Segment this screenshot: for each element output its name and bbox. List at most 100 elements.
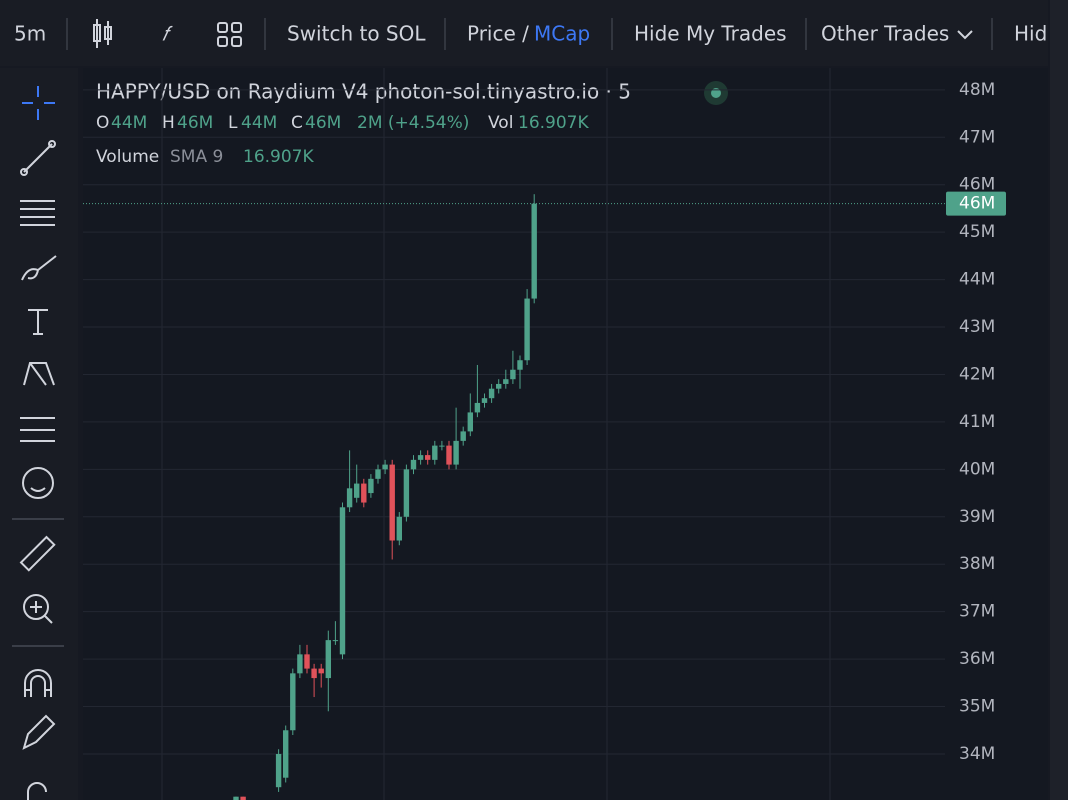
candle-body [439, 445, 445, 447]
candle-body [460, 431, 466, 441]
candle-body [403, 469, 410, 517]
candle-body [346, 488, 353, 508]
ohlc-value: 46M [177, 113, 213, 133]
chevron [957, 30, 973, 40]
chart-area [83, 68, 1048, 800]
candle-body [531, 203, 537, 299]
candle-body [432, 445, 438, 460]
ohlc-value: 44M [111, 113, 147, 133]
volume-label: Volume [96, 147, 159, 167]
vol-label: Vol [488, 113, 513, 133]
candle-body [297, 654, 303, 674]
y-tick-label: 34M [959, 744, 995, 764]
y-tick-label: 45M [959, 222, 995, 242]
separators [66, 18, 993, 50]
candle-body [410, 459, 417, 470]
candle-body [453, 440, 459, 465]
drawing-tools [12, 86, 64, 800]
magnet-tool[interactable] [24, 669, 52, 697]
other-trades[interactable]: Other Trades [821, 22, 949, 46]
price-axis: 34M35M36M37M38M39M40M41M42M43M44M45M46M4… [946, 80, 1006, 764]
last-price-tag [946, 191, 1006, 216]
ohlc-value: 44M [241, 113, 277, 133]
candle-body [510, 369, 516, 380]
y-tick-label: 42M [959, 364, 995, 384]
ohlc-label: L [228, 113, 238, 133]
price-toggle[interactable]: Price / [467, 22, 529, 46]
legend: HAPPY/USD on Raydium V4 photon-sol.tinya… [96, 80, 728, 167]
candle-body [283, 730, 289, 778]
candle-body [375, 469, 381, 479]
candle-icon[interactable] [93, 19, 112, 48]
candle-body [318, 668, 324, 674]
brush-tool[interactable] [21, 255, 57, 281]
mcap-toggle[interactable]: MCap [534, 22, 590, 46]
change: 2M (+4.54%) [357, 113, 469, 133]
time-grid [161, 68, 831, 800]
prediction-tool[interactable] [20, 417, 55, 442]
candle-body [233, 796, 239, 800]
top-toolbar [0, 0, 1048, 66]
candle-body [524, 298, 530, 361]
y-tick-label: 38M [959, 554, 995, 574]
text-tool[interactable] [28, 309, 48, 335]
candle-body [481, 398, 488, 403]
y-tick-label: 43M [959, 317, 995, 337]
ohlc-label: H [162, 113, 175, 133]
zoom-tool[interactable] [23, 594, 53, 624]
ohlc-label: C [291, 113, 303, 133]
y-tick-label: 39M [959, 507, 995, 527]
fib-tool[interactable] [20, 200, 55, 226]
candle-body [368, 478, 374, 494]
sma-label: SMA 9 [170, 147, 223, 167]
candle-body [474, 402, 481, 413]
crosshair-tool[interactable] [22, 86, 55, 120]
side-panel [1050, 0, 1068, 800]
candle-body [396, 516, 402, 541]
candle-body [417, 455, 424, 460]
left-toolbar [0, 68, 78, 800]
y-tick-label: 44M [959, 270, 995, 290]
ohlc-label: O [96, 113, 109, 133]
candle-body [290, 673, 296, 731]
ohlc-value: 46M [305, 113, 341, 133]
chart-title: HAPPY/USD on Raydium V4 photon-sol.tinya… [96, 80, 631, 104]
y-tick-label: 41M [959, 412, 995, 432]
candle-body [425, 455, 431, 460]
candle-body [325, 640, 331, 679]
candle-body [332, 640, 339, 642]
hide-my-trades[interactable]: Hide My Trades [634, 22, 787, 46]
hide-button[interactable]: Hide [1014, 22, 1060, 46]
sma-value: 16.907K [243, 147, 314, 167]
candle-body [517, 360, 523, 370]
candles [233, 194, 537, 800]
last-price-label: 46M [959, 194, 995, 214]
toolbar-items: 5m 𝑓 Switch to SOL Price / MCap Hide My … [14, 18, 1060, 50]
candle-body [354, 483, 360, 498]
candle-body [446, 445, 452, 465]
candle-body [339, 507, 346, 655]
interval[interactable]: 5m [14, 22, 46, 46]
y-tick-label: 46M [959, 175, 995, 195]
emoji-tool[interactable] [22, 467, 54, 499]
candle-body [488, 388, 495, 399]
candle-body [389, 464, 395, 541]
candle-body [496, 383, 502, 389]
layout-icon[interactable] [217, 22, 242, 47]
candle-body [503, 379, 509, 384]
candle-body [467, 412, 473, 432]
pattern-tool[interactable] [23, 362, 55, 386]
candle-body [304, 654, 310, 669]
lock-drawing-tool[interactable] [22, 714, 56, 750]
y-tick-label: 47M [959, 127, 995, 147]
line-tool[interactable] [20, 140, 56, 176]
candle-body [275, 753, 282, 788]
lock-tool[interactable] [27, 782, 47, 800]
y-tick-label: 35M [959, 697, 995, 717]
indicators-icon[interactable]: 𝑓 [162, 22, 173, 46]
ruler-tool[interactable] [19, 535, 56, 572]
candle-body [382, 464, 388, 470]
switch-button[interactable]: Switch to SOL [287, 22, 426, 46]
